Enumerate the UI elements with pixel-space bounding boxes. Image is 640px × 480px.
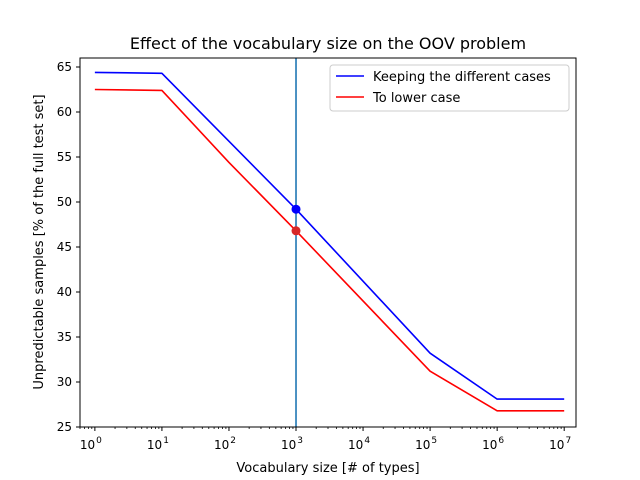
y-tick-label: 50 <box>57 195 72 209</box>
x-axis-label: Vocabulary size [# of types] <box>236 461 419 476</box>
y-tick-label: 55 <box>57 150 72 164</box>
y-tick-label: 60 <box>57 105 72 119</box>
y-tick-label: 30 <box>57 375 72 389</box>
chart-title: Effect of the vocabulary size on the OOV… <box>130 34 526 53</box>
y-tick-label: 25 <box>57 420 72 434</box>
y-axis-label: Unpredictable samples [% of the full tes… <box>32 94 47 389</box>
y-tick-label: 45 <box>57 240 72 254</box>
y-axis-ticks: 25 30 35 40 45 50 55 60 65 <box>57 60 80 434</box>
y-tick-label: 40 <box>57 285 72 299</box>
y-tick-label: 65 <box>57 60 72 74</box>
y-tick-label: 35 <box>57 330 72 344</box>
legend-label-keeping-cases: Keeping the different cases <box>373 70 551 85</box>
data-marker-1 <box>291 226 301 236</box>
legend-box <box>329 64 570 112</box>
marker-layer <box>291 204 301 236</box>
x-axis-ticks: 100 101 102 103 104 105 106 107 <box>79 427 571 452</box>
legend: Keeping the different cases To lower cas… <box>329 64 570 112</box>
series-line-0 <box>94 71 565 400</box>
data-marker-0 <box>291 204 301 214</box>
legend-label-lower-case: To lower case <box>372 91 460 106</box>
